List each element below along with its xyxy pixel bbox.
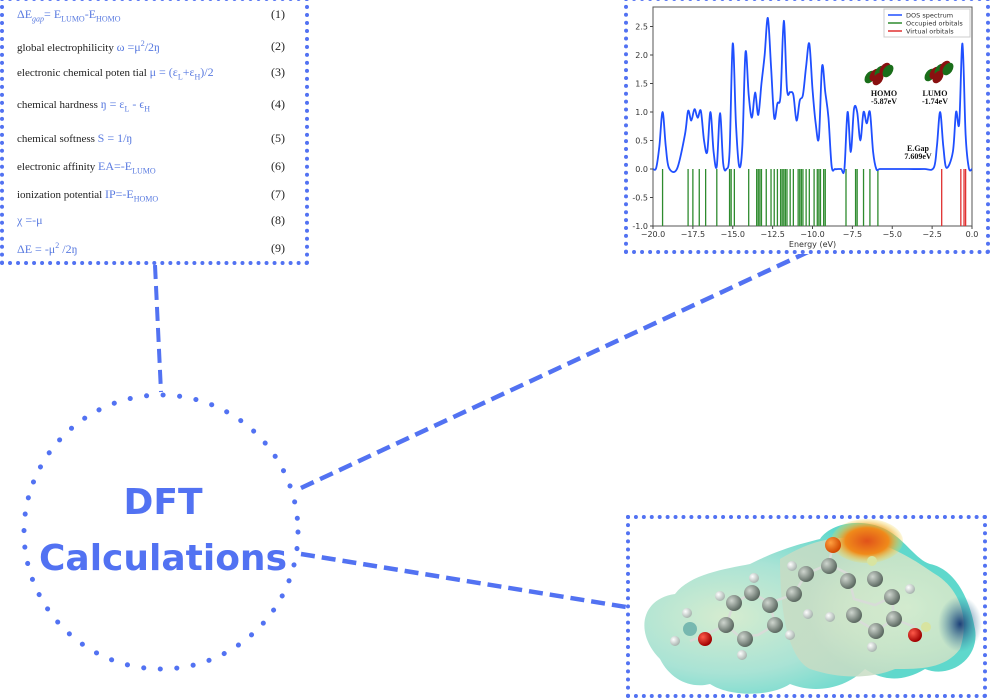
equation-row: electronic chemical poten tial μ = (εL+ε… xyxy=(17,65,285,81)
y-tick-label: -1.0 xyxy=(632,222,648,231)
equation-label: electronic chemical poten tial xyxy=(17,67,150,79)
connector-molecule xyxy=(300,551,627,610)
dos-spectrum-line xyxy=(652,17,973,175)
equation-label: chemical softness xyxy=(17,133,98,145)
dos-chart: 2.5 2.0 1.5 1.0 0.5 0.0 -0.5 -1.0−20.0 −17.5 −15.… xyxy=(632,6,979,249)
x-tick-label: −17.5 xyxy=(681,230,706,239)
x-tick-label: −2.5 xyxy=(922,230,941,239)
equation-row: chemical hardness ŋ = εL - ϵH (4) xyxy=(17,97,285,113)
molecule-atoms xyxy=(670,537,931,660)
y-tick-label: 0.0 xyxy=(635,165,648,174)
annotation-homo: HOMO xyxy=(871,89,897,98)
equation-number: (4) xyxy=(271,97,285,111)
equation-formula: χ =-μ xyxy=(17,213,43,227)
equation-row: electronic affinity EA=-ELUMO (6) xyxy=(17,159,285,175)
annotation-value: -5.87eV xyxy=(871,97,897,106)
equation-number: (1) xyxy=(271,7,285,21)
mep-molecule-panel xyxy=(626,515,987,698)
equation-row: chemical softness S = 1/ŋ (5) xyxy=(17,131,285,146)
y-tick-label: 1.5 xyxy=(635,80,648,89)
title-line-2: Calculations xyxy=(39,538,287,579)
y-tick-label: -0.5 xyxy=(632,194,648,203)
equation-formula: ω =μ2/2ŋ xyxy=(116,39,160,54)
equation-label: global electrophilicity xyxy=(17,42,117,54)
equation-number: (3) xyxy=(271,65,285,79)
dos-chart-panel: 2.5 2.0 1.5 1.0 0.5 0.0 -0.5 -1.0 −20.0 −17.5 −15.… xyxy=(624,0,990,254)
homo-orbital-image xyxy=(864,62,894,86)
legend-label: Virtual orbitals xyxy=(906,28,954,36)
y-tick-label: 0.5 xyxy=(635,137,648,146)
equation-row: ΔE = -μ2 /2ŋ (9) xyxy=(17,241,285,257)
equation-number: (7) xyxy=(271,187,285,201)
mep-molecule-image xyxy=(644,519,982,694)
dft-circle-outline xyxy=(21,392,301,672)
x-tick-label: 0.0 xyxy=(966,230,979,239)
equation-label: electronic affinity xyxy=(17,161,99,173)
equation-number: (5) xyxy=(271,131,285,145)
equation-formula: IP=-EHOMO xyxy=(104,187,159,204)
y-tick-label: 2.5 xyxy=(635,23,648,32)
title-line-1: DFT xyxy=(123,482,203,523)
equation-row: χ =-μ (8) xyxy=(17,213,285,228)
x-tick-label: −5.0 xyxy=(883,230,902,239)
equation-number: (9) xyxy=(271,241,285,255)
equation-formula: ΔE = -μ2 /2ŋ xyxy=(17,241,78,256)
x-tick-label: −15.0 xyxy=(720,230,745,239)
annotation-lumo: LUMO xyxy=(923,89,948,98)
equation-formula: EA=-ELUMO xyxy=(98,159,156,176)
positive-region xyxy=(938,596,982,652)
equation-number: (8) xyxy=(271,213,285,227)
connector-equations xyxy=(153,264,163,393)
negative-region xyxy=(831,519,903,563)
lumo-orbital-image xyxy=(924,60,954,84)
equation-formula: μ = (εL+εH)/2 xyxy=(149,65,214,82)
equation-formula: ΔEgap= ELUMO-EHOMO xyxy=(17,7,121,24)
x-tick-label: −10.0 xyxy=(800,230,825,239)
x-axis-label: Energy (eV) xyxy=(789,240,836,249)
x-tick-label: −20.0 xyxy=(641,230,666,239)
y-tick-label: 2.0 xyxy=(635,51,648,60)
annotation-value: 7.609eV xyxy=(904,152,932,161)
equation-label: ionization potential xyxy=(17,189,105,201)
x-tick-label: −7.5 xyxy=(843,230,862,239)
annotation-e-gap: E.Gap xyxy=(907,144,930,153)
legend-label: Occupied orbitals xyxy=(906,20,963,28)
equation-formula: ŋ = εL - ϵH xyxy=(100,97,150,114)
equation-row: ionization potential IP=-EHOMO (7) xyxy=(17,187,285,203)
equation-row: ΔEgap= ELUMO-EHOMO (1) xyxy=(17,7,285,23)
equation-label: chemical hardness xyxy=(17,99,101,111)
legend-label: DOS spectrum xyxy=(906,12,953,20)
x-tick-label: −12.5 xyxy=(760,230,785,239)
y-tick-label: 1.0 xyxy=(635,108,648,117)
equation-number: (2) xyxy=(271,39,285,53)
equation-formula: S = 1/ŋ xyxy=(97,131,133,145)
equations-panel: ΔEgap= ELUMO-EHOMO (1) global electrophili… xyxy=(0,0,309,265)
connector-chart xyxy=(300,249,809,491)
annotation-value: -1.74eV xyxy=(922,97,948,106)
equation-number: (6) xyxy=(271,159,285,173)
equation-row: global electrophilicity ω =μ2/2ŋ (2) xyxy=(17,39,285,55)
